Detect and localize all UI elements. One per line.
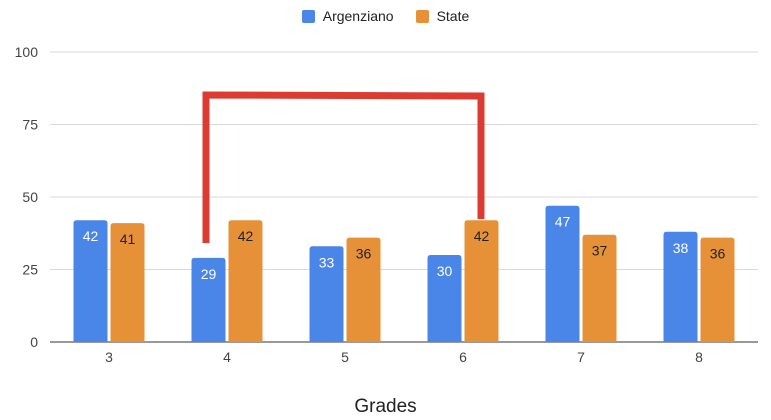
bar-argenziano bbox=[663, 231, 698, 342]
y-tick-label: 25 bbox=[22, 262, 38, 278]
legend: Argenziano State bbox=[0, 8, 771, 24]
data-label: 36 bbox=[356, 246, 372, 262]
data-label: 42 bbox=[238, 228, 254, 244]
bar-state bbox=[346, 237, 381, 342]
data-label: 33 bbox=[319, 254, 335, 270]
x-tick-label: 8 bbox=[695, 349, 703, 365]
bar-argenziano bbox=[309, 246, 344, 342]
legend-label-state: State bbox=[436, 8, 470, 24]
bar-argenziano bbox=[427, 255, 462, 342]
x-tick-label: 6 bbox=[459, 349, 467, 365]
bar-argenziano bbox=[73, 220, 108, 342]
data-label: 42 bbox=[474, 228, 490, 244]
bar-state bbox=[700, 237, 735, 342]
y-tick-label: 0 bbox=[30, 334, 38, 350]
y-tick-label: 100 bbox=[15, 44, 39, 60]
y-tick-label: 75 bbox=[22, 117, 38, 133]
bar-state bbox=[582, 234, 617, 342]
data-label: 38 bbox=[673, 240, 689, 256]
bar-argenziano bbox=[545, 205, 580, 342]
data-label: 30 bbox=[437, 263, 453, 279]
bar-state bbox=[464, 220, 499, 342]
data-label: 41 bbox=[120, 231, 136, 247]
bar-chart: 0 25 50 75 100 3 42 41 4 29 42 5 33 36 6 30 42 7 47 37 8 38 36 bbox=[15, 44, 758, 365]
annotation-bracket bbox=[202, 91, 485, 243]
data-label: 47 bbox=[555, 214, 571, 230]
bar-state bbox=[110, 223, 145, 342]
legend-swatch-state bbox=[415, 9, 429, 23]
legend-swatch-argenziano bbox=[301, 9, 315, 23]
y-tick-label: 50 bbox=[22, 189, 38, 205]
x-tick-label: 7 bbox=[577, 349, 585, 365]
x-tick-label: 3 bbox=[105, 349, 113, 365]
data-label: 37 bbox=[592, 243, 608, 259]
x-axis-title: Grades bbox=[354, 396, 417, 417]
bar-argenziano bbox=[191, 257, 226, 342]
data-label: 29 bbox=[201, 266, 217, 282]
legend-item-state[interactable]: State bbox=[415, 8, 470, 24]
x-tick-label: 5 bbox=[341, 349, 349, 365]
legend-item-argenziano[interactable]: Argenziano bbox=[301, 8, 394, 24]
bar-state bbox=[228, 220, 263, 342]
x-tick-label: 4 bbox=[223, 349, 231, 365]
data-label: 42 bbox=[83, 228, 99, 244]
legend-label-argenziano: Argenziano bbox=[322, 8, 394, 24]
data-label: 36 bbox=[710, 246, 726, 262]
